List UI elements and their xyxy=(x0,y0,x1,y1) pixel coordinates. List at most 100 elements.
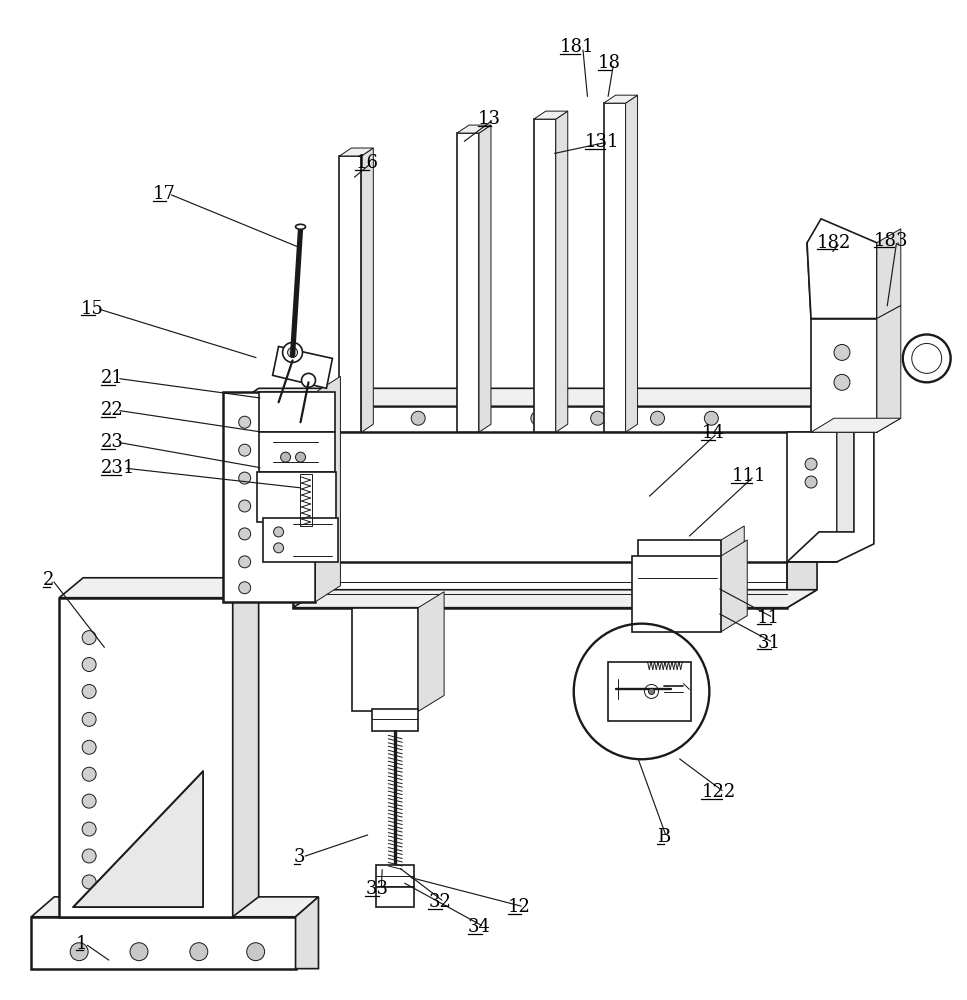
Circle shape xyxy=(247,943,265,961)
Polygon shape xyxy=(293,562,787,608)
Polygon shape xyxy=(31,917,296,969)
Circle shape xyxy=(302,373,315,387)
Polygon shape xyxy=(603,95,637,103)
Polygon shape xyxy=(877,229,901,319)
Polygon shape xyxy=(837,414,864,562)
Circle shape xyxy=(280,452,290,462)
Polygon shape xyxy=(222,392,315,602)
Text: 183: 183 xyxy=(874,232,908,250)
Polygon shape xyxy=(837,388,864,432)
Circle shape xyxy=(834,344,850,360)
Circle shape xyxy=(274,543,283,553)
Polygon shape xyxy=(534,119,556,432)
Circle shape xyxy=(411,411,425,425)
Circle shape xyxy=(82,712,96,726)
Text: 17: 17 xyxy=(153,185,176,203)
Polygon shape xyxy=(376,865,414,887)
Text: 1: 1 xyxy=(76,935,88,953)
Circle shape xyxy=(239,416,250,428)
Text: 16: 16 xyxy=(355,154,378,172)
Text: 13: 13 xyxy=(478,110,501,128)
Bar xyxy=(300,474,312,526)
Polygon shape xyxy=(233,388,864,406)
Polygon shape xyxy=(296,897,318,969)
Circle shape xyxy=(591,411,604,425)
Polygon shape xyxy=(339,156,362,432)
Polygon shape xyxy=(31,897,318,917)
Circle shape xyxy=(190,943,208,961)
Polygon shape xyxy=(631,556,721,632)
Polygon shape xyxy=(372,709,418,731)
Circle shape xyxy=(82,658,96,672)
Circle shape xyxy=(239,472,250,484)
Text: 31: 31 xyxy=(757,634,780,652)
Polygon shape xyxy=(807,219,877,319)
Polygon shape xyxy=(603,103,626,432)
Polygon shape xyxy=(263,518,338,562)
Polygon shape xyxy=(787,432,837,562)
Text: 2: 2 xyxy=(44,571,55,589)
Polygon shape xyxy=(457,133,479,432)
Text: 33: 33 xyxy=(366,880,389,898)
Polygon shape xyxy=(811,319,877,432)
Text: 34: 34 xyxy=(468,918,491,936)
Circle shape xyxy=(82,631,96,645)
Circle shape xyxy=(82,875,96,889)
Polygon shape xyxy=(258,432,336,472)
Polygon shape xyxy=(352,608,418,711)
Text: 111: 111 xyxy=(731,467,766,485)
Polygon shape xyxy=(807,243,877,319)
Polygon shape xyxy=(556,111,568,432)
Polygon shape xyxy=(73,771,203,907)
Circle shape xyxy=(471,411,485,425)
Text: 15: 15 xyxy=(81,300,104,318)
Text: 131: 131 xyxy=(585,133,619,151)
Text: 181: 181 xyxy=(560,38,595,56)
Text: 22: 22 xyxy=(102,401,124,419)
Polygon shape xyxy=(811,418,901,432)
Text: 18: 18 xyxy=(598,54,621,72)
Text: 32: 32 xyxy=(428,893,451,911)
Circle shape xyxy=(296,452,306,462)
Polygon shape xyxy=(233,578,258,917)
Polygon shape xyxy=(787,544,817,608)
Polygon shape xyxy=(59,598,233,917)
Polygon shape xyxy=(637,540,721,566)
Circle shape xyxy=(704,411,718,425)
Polygon shape xyxy=(59,578,258,598)
Circle shape xyxy=(287,347,298,357)
Circle shape xyxy=(834,374,850,390)
Polygon shape xyxy=(626,95,637,432)
Circle shape xyxy=(282,342,303,362)
Polygon shape xyxy=(787,432,874,562)
Polygon shape xyxy=(256,472,337,522)
Polygon shape xyxy=(233,406,837,432)
Text: 122: 122 xyxy=(701,783,736,801)
Polygon shape xyxy=(534,111,568,119)
Text: 3: 3 xyxy=(294,848,305,866)
Polygon shape xyxy=(315,376,340,602)
Polygon shape xyxy=(721,540,747,632)
Circle shape xyxy=(82,684,96,698)
Circle shape xyxy=(71,943,88,961)
Circle shape xyxy=(82,822,96,836)
Polygon shape xyxy=(258,392,336,432)
Text: 12: 12 xyxy=(508,898,531,916)
Polygon shape xyxy=(339,148,373,156)
Polygon shape xyxy=(293,590,817,608)
Text: 14: 14 xyxy=(701,424,724,442)
Circle shape xyxy=(130,943,148,961)
Polygon shape xyxy=(418,592,444,711)
Polygon shape xyxy=(479,125,491,432)
Text: B: B xyxy=(658,828,671,846)
Circle shape xyxy=(239,444,250,456)
Ellipse shape xyxy=(296,224,306,229)
Circle shape xyxy=(806,458,817,470)
Polygon shape xyxy=(721,526,745,566)
Circle shape xyxy=(355,411,369,425)
Polygon shape xyxy=(362,148,373,432)
Text: 21: 21 xyxy=(102,369,124,387)
Polygon shape xyxy=(877,306,901,432)
Circle shape xyxy=(82,767,96,781)
Circle shape xyxy=(82,794,96,808)
